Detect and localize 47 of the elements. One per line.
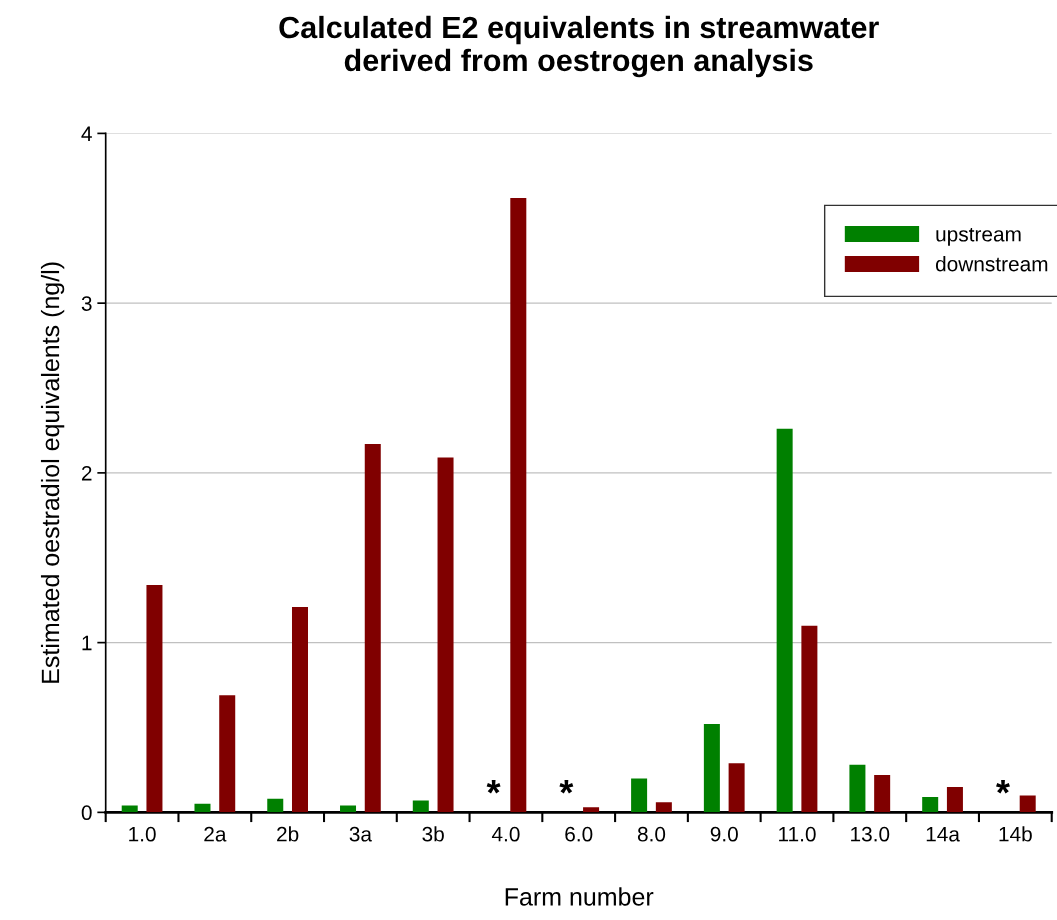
bar [655,802,672,813]
annotation: * [996,780,1010,794]
annotation: * [559,780,574,794]
bar [946,786,963,813]
x-tick-label: 3a [349,826,372,842]
bar [849,764,866,813]
y-tick-label: 0 [81,805,92,821]
bar [364,444,381,813]
y-axis-title: Estimated oestradiol equivalents (ng/l) [40,262,65,683]
x-tick-label: 14b [999,826,1032,842]
x-tick-label: 2a [204,826,227,842]
x-tick-label: 8.0 [637,826,666,842]
x-tick-label: 4.0 [491,826,520,842]
x-tick-label: 2b [277,826,299,842]
bar [1019,795,1036,813]
bar [801,625,818,813]
bar [219,695,236,813]
bar [583,807,600,813]
x-axis-title: Farm number [505,887,654,906]
annotation: * [486,780,501,794]
bar [874,775,891,813]
bar [510,197,527,813]
bar [412,800,429,813]
bar [437,457,454,813]
legend-label: downstream [935,256,1048,272]
bar [703,724,720,813]
bar [922,797,939,813]
bar [267,798,284,813]
x-tick-label: 13.0 [851,826,890,842]
x-tick-label: 6.0 [565,826,593,842]
x-tick-label: 14a [926,827,960,842]
legend-label: upstream [936,227,1021,246]
y-tick-label: 2 [81,465,92,481]
bar [776,428,793,813]
y-tick-label: 1 [82,635,92,651]
y-tick-label: 3 [81,296,92,311]
x-tick-label: 3b [422,826,444,842]
bar [146,584,163,813]
x-tick-label: 1.0 [129,826,156,842]
bar [291,606,308,813]
bar [194,803,211,813]
x-tick-label: 11.0 [779,826,816,842]
bar [631,778,648,813]
x-tick-label: 9.0 [710,826,738,842]
chart-title: Calculated E2 equivalents in streamwater derived from oestrogen analysis [279,15,879,78]
bar [728,763,745,813]
y-tick-label: 4 [81,126,92,141]
